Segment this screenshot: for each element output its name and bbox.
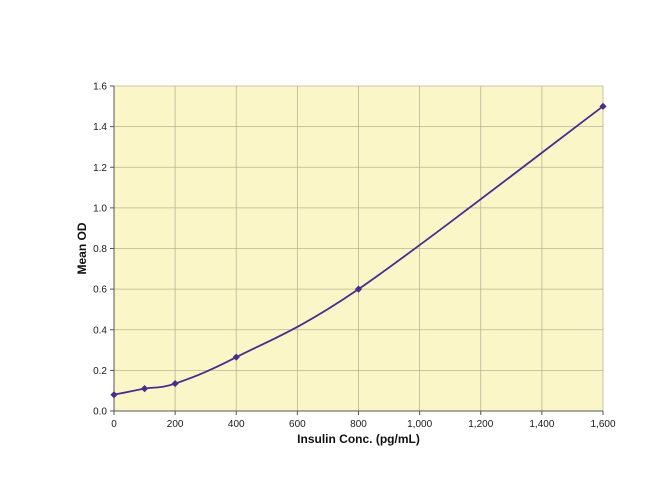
x-tick-label: 1,200 (468, 419, 493, 430)
data-point-marker (599, 102, 607, 110)
y-tick-label: 0.8 (93, 244, 107, 255)
data-point-marker (110, 391, 118, 399)
y-axis-ticks: 0.0 0.2 0.4 0.6 0.8 1.0 1.2 1.4 1.6 (93, 82, 114, 418)
x-tick-label: 1,600 (590, 419, 615, 430)
y-tick-label: 0.4 (93, 325, 107, 336)
x-tick-label: 0 (111, 419, 117, 430)
x-tick-label: 1,000 (407, 419, 432, 430)
data-point-marker (140, 385, 149, 393)
y-tick-label: 1.6 (93, 82, 107, 93)
y-tick-label: 1.4 (93, 122, 107, 133)
y-tick-label: 1.0 (93, 203, 107, 214)
y-axis-label: Mean OD (75, 222, 89, 274)
x-tick-label: 1,400 (529, 419, 554, 430)
data-point-marker (171, 379, 179, 388)
data-point-marker (354, 285, 363, 293)
y-tick-label: 0.6 (93, 285, 107, 296)
x-axis-ticks: 0 200 400 600 800 1,000 1,200 1,400 1,600 (111, 411, 616, 430)
y-tick-label: 1.2 (93, 163, 107, 174)
y-tick-label: 0.2 (93, 366, 107, 377)
y-tick-label: 0.0 (93, 407, 107, 418)
series-markers (110, 102, 607, 399)
x-axis-label: Insulin Conc. (pg/mL) (297, 432, 420, 446)
data-point-marker (232, 353, 240, 361)
x-tick-label: 400 (228, 419, 245, 430)
x-tick-label: 600 (289, 419, 306, 430)
x-tick-label: 800 (350, 419, 367, 430)
x-tick-label: 200 (167, 419, 184, 430)
